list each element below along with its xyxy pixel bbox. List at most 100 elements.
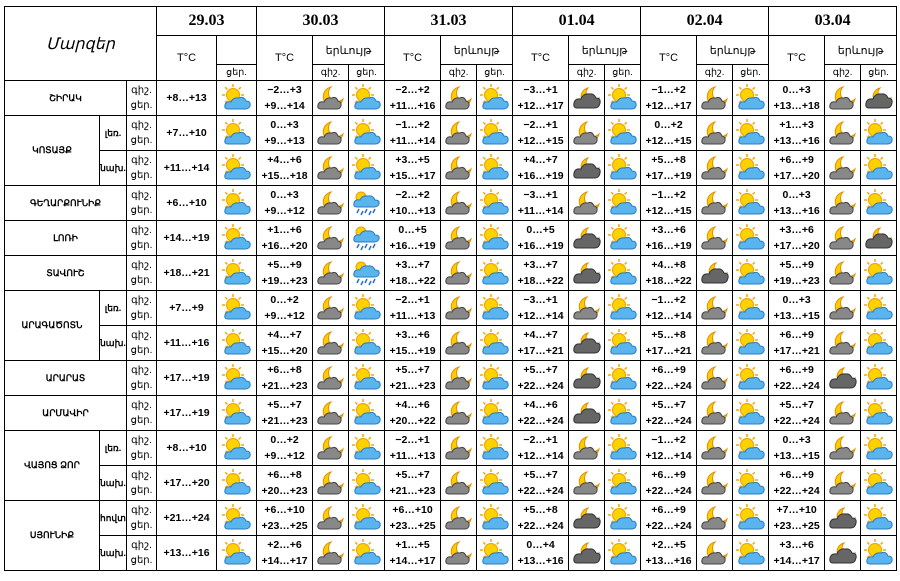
icon-cell — [440, 290, 478, 326]
temperature: +6…+9 +22…+24 — [640, 360, 698, 396]
temperature: 0…+4 +13…+16 — [512, 535, 570, 571]
day-label: ցեր. — [130, 415, 153, 426]
icon-cell — [604, 255, 642, 291]
icon-cell — [732, 535, 770, 571]
day-temp: +13…+16 — [773, 205, 820, 217]
weather-icon — [828, 436, 856, 460]
icon-cell — [732, 430, 770, 466]
night-temp: +6…+9 — [651, 469, 686, 481]
temperature: −3…+1 +12…+14 — [512, 290, 570, 326]
weather-icon — [700, 121, 728, 145]
night-temp: +6…+9 — [779, 469, 814, 481]
icon-cell — [312, 325, 350, 361]
weather-icon — [828, 331, 856, 355]
icon-cell — [696, 185, 734, 221]
temperature: +6…+10 +23…+25 — [384, 500, 442, 536]
night-temp: +3…+5 — [395, 154, 430, 166]
night-temp: −2…+3 — [267, 84, 302, 96]
temperature: +1…+5 +14…+17 — [384, 535, 442, 571]
date: 30.03 — [256, 6, 386, 36]
region-name: ԼՈՌԻ — [4, 220, 127, 256]
temperature: +3…+6 +15…+19 — [384, 325, 442, 361]
weather-icon — [828, 367, 857, 389]
weather-icon — [351, 329, 381, 355]
weather-icon — [572, 542, 601, 564]
icon-cell — [348, 535, 386, 571]
temperature: +6…+10 +23…+25 — [256, 500, 314, 536]
day-temp: +22…+24 — [517, 520, 564, 532]
phenomenon-header: երևույթ — [312, 35, 386, 65]
period-labels: գիշ. ցեր. — [125, 430, 158, 466]
icon-cell — [312, 150, 350, 186]
weather-icon — [607, 364, 637, 390]
weather-icon — [607, 504, 637, 530]
weather-icon — [572, 87, 601, 109]
night-temp: +3…+6 — [651, 224, 686, 236]
icon-cell — [604, 325, 642, 361]
night-temp: 0…+2 — [270, 294, 299, 306]
weather-icon — [352, 261, 380, 286]
weather-icon — [221, 434, 251, 460]
temperature: −1…+2 +12…+14 — [640, 430, 698, 466]
night-temp: −1…+2 — [651, 84, 686, 96]
temperature: −3…+1 +11…+14 — [512, 185, 570, 221]
day-temp: +11…+14 — [389, 135, 436, 147]
weather-icon — [479, 189, 509, 215]
day-temp: +17…+19 — [645, 170, 692, 182]
temp-header: T°C — [384, 35, 442, 81]
night-label: գիշ. — [131, 540, 152, 551]
forecast-table: Մարզեր 29.03 30.03 31.03 01.04 02.04 03.04 T°C T… — [3, 6, 898, 571]
night-temp: +4…+8 — [651, 259, 686, 271]
day-temp: +21…+23 — [261, 380, 308, 392]
weather-icon — [316, 156, 344, 180]
icon-cell — [348, 325, 386, 361]
temperature: 0…+3 +13…+18 — [768, 80, 826, 116]
region-row: նախ. գիշ. ցեր. +11…+14 +4…+6 +15…+18 +3…+5 +15…… — [5, 150, 898, 186]
weather-icon — [444, 261, 472, 285]
day-temp: +17…+21 — [517, 345, 564, 357]
weather-icon — [863, 119, 893, 145]
night-temp: −1…+2 — [651, 434, 686, 446]
weather-icon — [352, 191, 380, 216]
weather-icon — [864, 87, 893, 109]
night-label: գիշ. — [131, 260, 152, 271]
temperature: −3…+1 +12…+17 — [512, 80, 570, 116]
temperature: −2…+1 +11…+13 — [384, 430, 442, 466]
icon-cell — [312, 395, 350, 431]
region-name: ԿՈՏԱՅՔ — [4, 115, 100, 186]
day-temp: +21…+23 — [389, 485, 436, 497]
icon-cell — [568, 185, 606, 221]
temperature: +5…+8 +22…+24 — [512, 500, 570, 536]
weather-icon — [479, 154, 509, 180]
zone: լեռ. — [99, 430, 127, 466]
region-name: ՇԻՐԱԿ — [4, 80, 127, 116]
icon-cell — [696, 150, 734, 186]
icon-cell — [824, 220, 862, 256]
weather-icon — [863, 189, 893, 215]
weather-icon — [700, 156, 728, 180]
night-label: գիշ. — [131, 435, 152, 446]
icon-cell — [860, 115, 898, 151]
weather-icon — [572, 157, 601, 179]
icon-cell — [696, 325, 734, 361]
night-temp: +3…+6 — [779, 224, 814, 236]
temperature: +7…+9 — [156, 290, 218, 326]
icon-cell — [824, 150, 862, 186]
night-temp: −1…+2 — [395, 119, 430, 131]
icon-cell — [732, 255, 770, 291]
day-temp: +22…+24 — [645, 485, 692, 497]
weather-icon — [607, 434, 637, 460]
weather-icon — [735, 119, 765, 145]
temperature: +5…+9 +19…+23 — [256, 255, 314, 291]
icon-cell — [732, 465, 770, 501]
temperature: +7…+10 — [156, 115, 218, 151]
night-header: գիշ. — [440, 64, 478, 81]
weather-icon — [221, 224, 251, 250]
icon-cell — [860, 290, 898, 326]
night-temp: +5…+9 — [779, 259, 814, 271]
region-row: ՇԻՐԱԿ գիշ. ցեր. +8…+13 −2…+3 +9…+14 −2…+2 +11…+… — [4, 80, 898, 116]
weather-icon — [700, 471, 728, 495]
zone: լեռ. — [99, 115, 127, 151]
table-body: Մարզեր 29.03 30.03 31.03 01.04 02.04 03.04 T°C T… — [3, 6, 898, 571]
temperature: +4…+8 +18…+22 — [640, 255, 698, 291]
